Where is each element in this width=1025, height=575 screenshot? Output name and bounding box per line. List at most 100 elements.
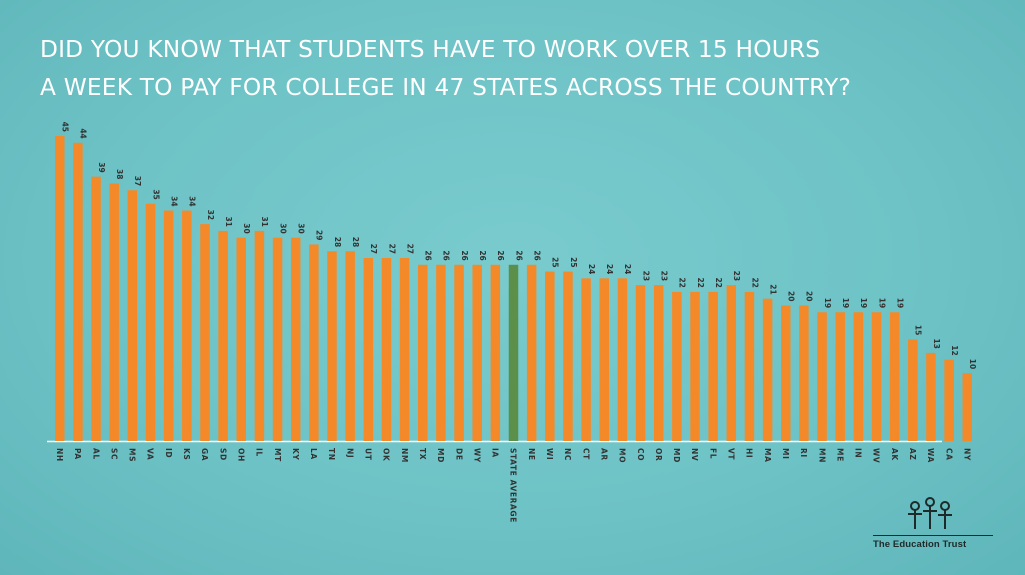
category-label: WY (472, 448, 481, 463)
bar-wv (871, 312, 882, 441)
bar-ne (526, 264, 537, 441)
bar-ky (290, 237, 301, 441)
education-trust-logo: The Education Trust (873, 497, 993, 555)
category-label: SD (218, 448, 227, 461)
category-label: SC (109, 448, 118, 460)
category-label: CO (636, 448, 645, 461)
bar-al (91, 176, 101, 442)
bar-ca (944, 359, 954, 441)
value-label: 24 (605, 264, 614, 274)
value-label: 28 (351, 237, 360, 247)
category-label: WA (926, 448, 935, 463)
value-label: 35 (151, 189, 160, 199)
chart-title: DID YOU KNOW THAT STUDENTS HAVE TO WORK … (40, 30, 1000, 106)
bar-nm (399, 258, 410, 441)
value-label: 44 (79, 128, 88, 138)
bar-la (309, 244, 319, 441)
value-label: 27 (405, 244, 414, 254)
bar-ok (381, 258, 392, 441)
category-label: KY (291, 448, 300, 460)
bar-nv (690, 291, 700, 441)
category-label: NY (962, 448, 971, 461)
bar-sd (218, 230, 228, 441)
bar-state-average (508, 264, 519, 441)
value-label: 25 (551, 257, 560, 267)
bar-mo (617, 278, 628, 441)
category-label: VT (727, 448, 736, 460)
category-label: NV (690, 448, 699, 461)
bar-ri (799, 305, 809, 441)
category-label: NM (400, 448, 409, 463)
category-label: IL (255, 448, 264, 457)
bar-ms (127, 190, 138, 441)
value-label: 38 (115, 169, 124, 179)
category-label: CT (581, 448, 590, 460)
logo-figures-icon (908, 497, 952, 529)
bar-md (436, 264, 446, 441)
bar-tn (327, 251, 337, 441)
category-label: LA (309, 448, 318, 460)
value-label: 32 (206, 210, 215, 220)
value-label: 21 (768, 284, 777, 294)
bar-mi (781, 305, 791, 441)
bar-nj (345, 251, 355, 441)
category-label: AL (91, 448, 100, 460)
bar-ut (363, 258, 374, 441)
value-label: 26 (460, 250, 469, 260)
value-label: 24 (623, 264, 632, 274)
bar-de (454, 264, 464, 441)
bar-ny (962, 373, 972, 441)
value-label: 31 (260, 216, 269, 226)
category-label: MO (618, 448, 627, 463)
value-label: 30 (278, 223, 287, 233)
category-label: MD (672, 448, 681, 463)
value-label: 26 (532, 250, 541, 260)
value-label: 15 (914, 325, 923, 335)
category-label: VA (146, 448, 155, 460)
value-label: 22 (696, 277, 705, 287)
bar-me (835, 312, 845, 441)
bar-nc (563, 271, 573, 441)
bar-md (672, 291, 682, 441)
category-label: HI (745, 448, 754, 458)
bar-nh (55, 136, 65, 441)
category-label: GA (200, 448, 209, 461)
category-label: OH (236, 448, 245, 462)
logo-text: The Education Trust (873, 535, 993, 550)
bar-mn (817, 312, 827, 441)
bar-ma (762, 298, 773, 441)
value-label: 20 (787, 291, 796, 301)
bar-wi (545, 271, 555, 441)
bar-ia (490, 264, 501, 441)
value-label: 26 (478, 250, 487, 260)
value-label: 27 (369, 244, 378, 254)
value-label: 28 (333, 237, 342, 247)
value-label: 22 (714, 277, 723, 287)
value-label: 24 (587, 264, 596, 274)
category-label: WI (545, 448, 554, 460)
category-label: IA (491, 448, 500, 458)
value-label: 26 (496, 250, 505, 260)
bar-mt (272, 237, 283, 441)
bar-pa (73, 142, 83, 441)
category-label: AK (890, 448, 899, 461)
value-label: 27 (387, 244, 396, 254)
category-label: KS (182, 448, 191, 460)
category-label: MT (273, 448, 282, 462)
category-label: NH (55, 448, 64, 462)
value-label: 19 (823, 298, 832, 308)
value-label: 23 (660, 271, 669, 281)
value-label: 26 (514, 250, 523, 260)
bar-sc (109, 183, 119, 441)
bar-ak (889, 312, 900, 441)
value-label: 26 (442, 250, 451, 260)
value-label: 39 (97, 162, 106, 172)
value-label: 30 (242, 223, 251, 233)
category-label: MA (763, 448, 772, 462)
value-label: 31 (224, 216, 233, 226)
value-label: 26 (424, 250, 433, 260)
category-label: MN (817, 448, 826, 463)
value-label: 12 (950, 345, 959, 355)
category-label-state-average: STATE AVERAGE (509, 448, 518, 523)
